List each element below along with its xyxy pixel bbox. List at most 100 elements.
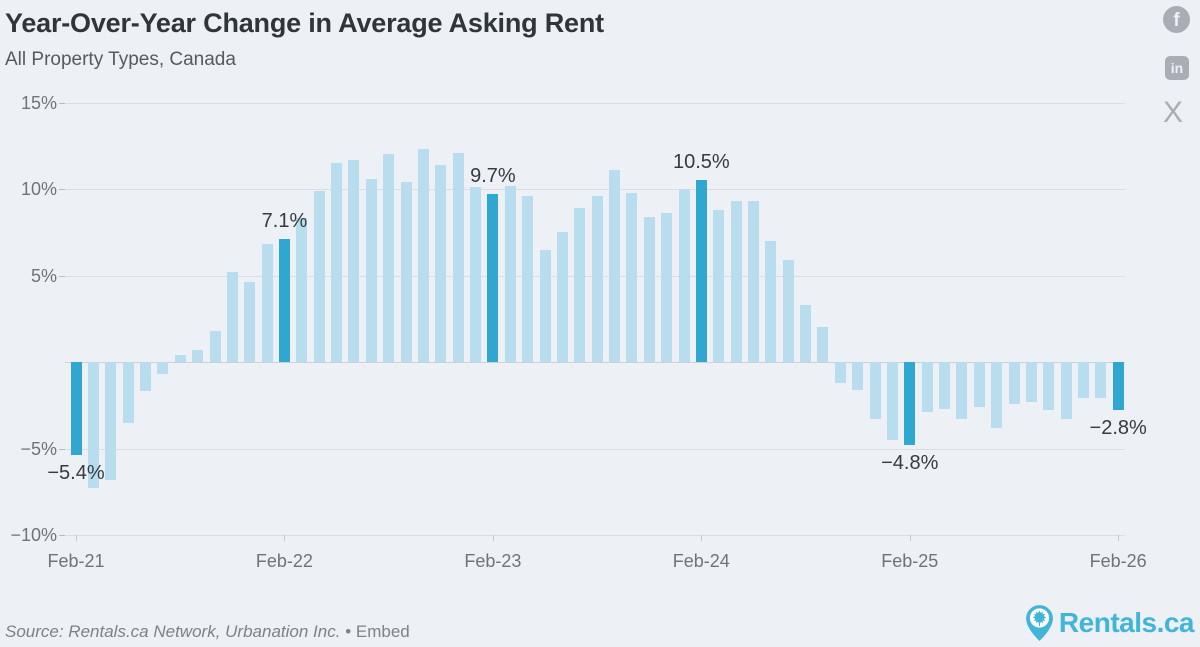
bar[interactable] (834, 362, 846, 383)
bar-highlighted[interactable] (695, 180, 707, 362)
x-axis-label: Feb-21 (47, 551, 105, 571)
bar[interactable] (174, 355, 186, 362)
x-axis-label: Feb-22 (255, 551, 313, 571)
facebook-icon: f (1163, 6, 1190, 33)
facebook-share-button[interactable]: f (1163, 6, 1190, 33)
bar[interactable] (296, 218, 308, 362)
bar[interactable] (209, 330, 221, 362)
bar[interactable] (383, 154, 395, 362)
x-axis-tick (1118, 535, 1120, 541)
bar-value-label: 7.1% (261, 210, 308, 233)
bar-highlighted[interactable] (487, 194, 499, 362)
x-axis-label: Feb-26 (1089, 551, 1147, 571)
x-axis-label: Feb-23 (464, 551, 522, 571)
plot-area: 15% 10% 5% −5% −10% Feb-21 Feb-22 Feb-23 Feb-24 F… (10, 93, 1147, 572)
bar[interactable] (852, 362, 864, 390)
bar-highlighted[interactable] (70, 362, 82, 456)
bar[interactable] (261, 244, 273, 362)
bar[interactable] (105, 362, 117, 480)
bar-value-label: −2.8% (1089, 417, 1147, 440)
source-text: Source: Rentals.ca Network, Urbanation I… (5, 622, 341, 641)
bar[interactable] (973, 362, 985, 407)
bar[interactable] (417, 149, 429, 362)
bar[interactable] (817, 327, 829, 362)
bar[interactable] (747, 201, 759, 362)
bar[interactable] (886, 362, 898, 440)
bar[interactable] (192, 349, 204, 362)
bar[interactable] (765, 240, 777, 362)
x-axis-tick (284, 535, 286, 541)
y-axis-label: −10% (10, 525, 57, 545)
bar[interactable] (661, 213, 673, 362)
bar-highlighted[interactable] (1112, 362, 1124, 411)
bar[interactable] (348, 159, 360, 362)
bar[interactable] (470, 187, 481, 362)
bar[interactable] (504, 185, 516, 362)
bar[interactable] (522, 195, 534, 362)
x-axis-tick (701, 535, 703, 541)
bar[interactable] (226, 272, 238, 362)
bar[interactable] (921, 362, 933, 413)
linkedin-icon: in (1165, 56, 1189, 80)
bar[interactable] (400, 182, 412, 362)
bar-value-label: −5.4% (47, 462, 105, 485)
y-axis-tick (59, 102, 65, 104)
linkedin-share-button[interactable]: in (1165, 56, 1189, 80)
bar[interactable] (1008, 362, 1020, 404)
bar[interactable] (1095, 362, 1107, 399)
y-axis-tick (59, 448, 65, 450)
bar[interactable] (157, 362, 169, 375)
bar[interactable] (591, 195, 603, 362)
bar[interactable] (991, 362, 1003, 428)
embed-link[interactable]: Embed (355, 622, 410, 641)
bar-highlighted[interactable] (278, 239, 290, 362)
map-pin-maple-leaf-icon (1026, 605, 1053, 641)
gridline (65, 102, 1125, 104)
bar[interactable] (87, 362, 99, 489)
bar[interactable] (730, 201, 742, 362)
x-axis-tick (909, 535, 911, 541)
bar[interactable] (435, 164, 447, 362)
zero-baseline (65, 362, 1125, 363)
y-axis-label: 5% (30, 265, 57, 286)
bar-value-label: 9.7% (470, 165, 516, 188)
bar[interactable] (140, 362, 151, 392)
bar[interactable] (556, 232, 568, 363)
bar[interactable] (643, 216, 655, 362)
bullet-separator: • (345, 622, 352, 641)
gridline (65, 448, 1125, 450)
bar-value-label: −4.8% (881, 452, 939, 474)
bar[interactable] (956, 362, 968, 420)
y-axis-label: 10% (20, 179, 57, 199)
bar[interactable] (678, 189, 690, 362)
bar[interactable] (365, 178, 377, 362)
bar[interactable] (244, 282, 256, 362)
bar[interactable] (313, 190, 325, 362)
bar[interactable] (331, 163, 343, 362)
bar[interactable] (574, 208, 586, 362)
bar[interactable] (800, 304, 811, 362)
gridline (65, 535, 1125, 536)
bar[interactable] (626, 192, 638, 362)
bar[interactable] (122, 362, 134, 423)
bar[interactable] (782, 259, 794, 362)
bar[interactable] (539, 249, 551, 363)
bar[interactable] (939, 362, 950, 409)
bar[interactable] (713, 209, 725, 362)
bar[interactable] (1078, 362, 1089, 399)
bar[interactable] (1060, 362, 1072, 420)
bar[interactable] (609, 170, 620, 362)
x-axis-label: Feb-25 (881, 551, 939, 571)
bar-highlighted[interactable] (904, 362, 916, 445)
chart-title: Year-Over-Year Change in Average Asking … (5, 8, 604, 38)
x-axis-tick (492, 535, 494, 541)
rentals-logo-text: Rentals.ca (1058, 607, 1195, 638)
bar[interactable] (869, 362, 881, 420)
bar[interactable] (1043, 362, 1055, 411)
rentals-logo[interactable]: Rentals.ca (1024, 604, 1195, 642)
x-axis-label: Feb-24 (672, 551, 730, 571)
bar[interactable] (1025, 362, 1037, 402)
bar[interactable] (452, 152, 464, 362)
x-share-button[interactable]: X (1163, 98, 1183, 128)
bar-value-label: 10.5% (672, 151, 730, 174)
